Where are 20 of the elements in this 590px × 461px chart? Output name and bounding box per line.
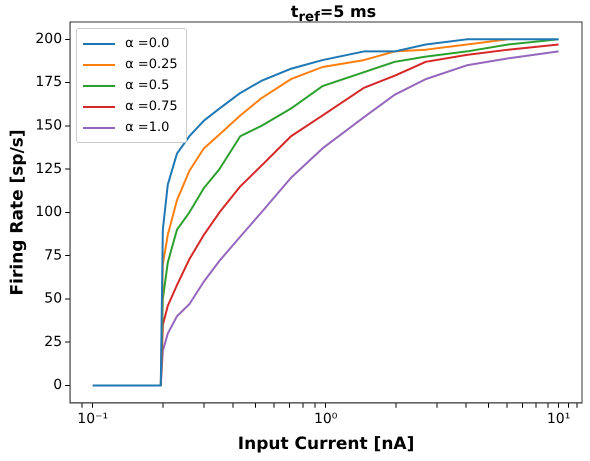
- y-tick-label: 175: [35, 74, 62, 90]
- legend-label: α =0.5: [125, 78, 170, 93]
- y-tick-label: 100: [35, 204, 62, 220]
- chart-title: t$_{ref}$=5 ms: [290, 2, 378, 26]
- y-tick-label: 125: [35, 160, 62, 177]
- legend-label: α =0.25: [125, 57, 178, 72]
- legend-label: α =1.0: [125, 120, 170, 135]
- y-tick-label: 50: [44, 290, 62, 307]
- y-tick-label: 150: [35, 117, 62, 134]
- y-tick-label: 75: [44, 247, 62, 264]
- y-tick-label: 0: [53, 377, 62, 394]
- legend-label: α =0.0: [125, 36, 170, 51]
- x-tick-label: 10⁻¹: [77, 410, 108, 427]
- x-axis-title: Input Current [nA]: [238, 434, 414, 454]
- x-tick-label: 10⁰: [314, 410, 338, 427]
- y-tick-label: 200: [35, 30, 62, 47]
- y-axis-title: Firing Rate [sp/s]: [8, 129, 28, 296]
- y-tick-label: 25: [44, 334, 62, 350]
- x-tick-label: 10¹: [546, 410, 570, 427]
- legend-label: α =0.75: [125, 99, 178, 114]
